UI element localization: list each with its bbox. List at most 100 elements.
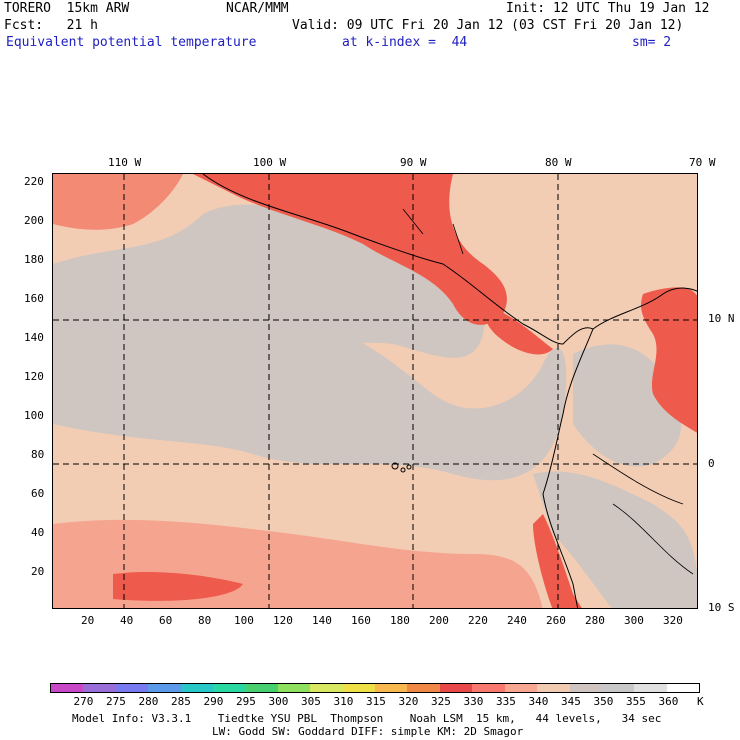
colorbar-label: 280 [138,695,159,708]
x-tick: 260 [546,614,566,627]
warm-peru-coast [533,514,582,608]
field-name: Equivalent potential temperature [6,35,257,50]
colorbar-label: 350 [593,695,614,708]
galapagos-island [391,462,399,470]
x-tick: 60 [159,614,173,627]
colorbar [50,683,700,693]
colorbar-swatch [148,684,181,692]
colorbar-swatch [666,684,700,692]
lon-label: 110 W [108,156,142,169]
colorbar-swatch [213,684,246,692]
colorbar-label: 330 [463,695,484,708]
galapagos-island [400,467,406,473]
colorbar-label: 340 [528,695,549,708]
colorbar-label: 360 [658,695,679,708]
colorbar-label: 285 [171,695,191,708]
y-tick: 60 [31,487,45,500]
colorbar-label: 290 [203,695,224,708]
lon-label: 80 W [545,156,572,169]
colorbar-swatch [504,684,538,692]
colorbar-label: 295 [236,695,256,708]
colorbar-swatch [115,684,149,692]
lon-label: 100 W [253,156,287,169]
colorbar-swatch [601,684,635,692]
x-tick: 240 [507,614,527,627]
model-info-line1: Model Info: V3.3.1 Tiedtke YSU PBL Thomp… [72,712,662,725]
colorbar-label: 270 [73,695,94,708]
coastline [202,174,594,608]
gray-band-south [533,471,697,608]
smoothing-info: sm= 2 [632,35,672,50]
y-tick: 80 [31,448,45,461]
colorbar-swatch [342,684,376,692]
x-tick: 80 [198,614,212,627]
init-time: Init: 12 UTC Thu 19 Jan 12 [506,1,710,16]
colorbar-label: 355 [626,695,646,708]
colorbar-swatch [180,684,214,692]
colorbar-swatch [245,684,278,692]
x-tick: 100 [234,614,254,627]
warm-central-america [193,174,507,325]
x-tick: 320 [663,614,683,627]
colorbar-swatch [569,684,602,692]
colorbar-label: 300 [268,695,289,708]
colorbar-swatch [634,684,667,692]
border-lines [402,208,694,575]
gray-band-central [53,321,567,481]
y-tick: 200 [24,214,44,227]
x-tick: 160 [351,614,371,627]
y-tick: 180 [24,253,44,266]
colorbar-swatch [537,684,570,692]
lat-label: 10 S [708,601,735,614]
valid-time: Valid: 09 UTC Fri 20 Jan 12 (03 CST Fri … [292,18,684,33]
colorbar-swatch [83,684,116,692]
y-tick: 140 [24,331,44,344]
map-canvas [53,174,697,608]
y-tick: 100 [24,409,44,422]
colorbar-label: 345 [561,695,581,708]
colorbar-label: 275 [106,695,126,708]
warm-east-coast [641,287,697,433]
colorbar-unit: K [697,695,704,708]
forecast-hour: Fcst: 21 h [4,18,98,33]
lat-label: 0 [708,457,715,470]
colorbar-label: 315 [366,695,386,708]
model-info-line2: LW: Godd SW: Goddard DIFF: simple KM: 2D… [212,725,524,738]
x-tick: 20 [81,614,95,627]
x-tick: 180 [390,614,410,627]
colorbar-swatch [472,684,505,692]
colorbar-swatch [277,684,311,692]
warm-nw-corner [53,174,183,230]
galapagos-island [406,464,412,470]
lat-label: 10 N [708,312,735,325]
colorbar-swatch [439,684,473,692]
warm-south-patch [113,572,243,601]
colorbar-label: 310 [333,695,354,708]
warm-costa-rica [483,304,553,355]
y-tick: 120 [24,370,44,383]
model-title: TORERO 15km ARW [4,1,130,16]
x-tick: 280 [585,614,605,627]
x-tick: 140 [312,614,332,627]
y-tick: 40 [31,526,45,539]
colorbar-swatch [310,684,343,692]
lon-label: 90 W [400,156,427,169]
x-tick: 120 [273,614,293,627]
colorbar-label: 305 [301,695,321,708]
y-tick: 220 [24,175,44,188]
y-tick: 20 [31,565,45,578]
level-info: at k-index = 44 [342,35,468,50]
colorbar-swatch [51,684,84,692]
center-title: NCAR/MMM [226,1,289,16]
lon-label: 70 W [689,156,716,169]
x-tick: 200 [429,614,449,627]
x-tick: 300 [624,614,644,627]
graticule [53,174,697,608]
y-tick: 160 [24,292,44,305]
colorbar-swatch [375,684,408,692]
map-panel [52,173,698,609]
coastline-north-sa [592,287,697,330]
colorbar-swatch [407,684,440,692]
x-tick: 40 [120,614,134,627]
colorbar-label: 335 [496,695,516,708]
